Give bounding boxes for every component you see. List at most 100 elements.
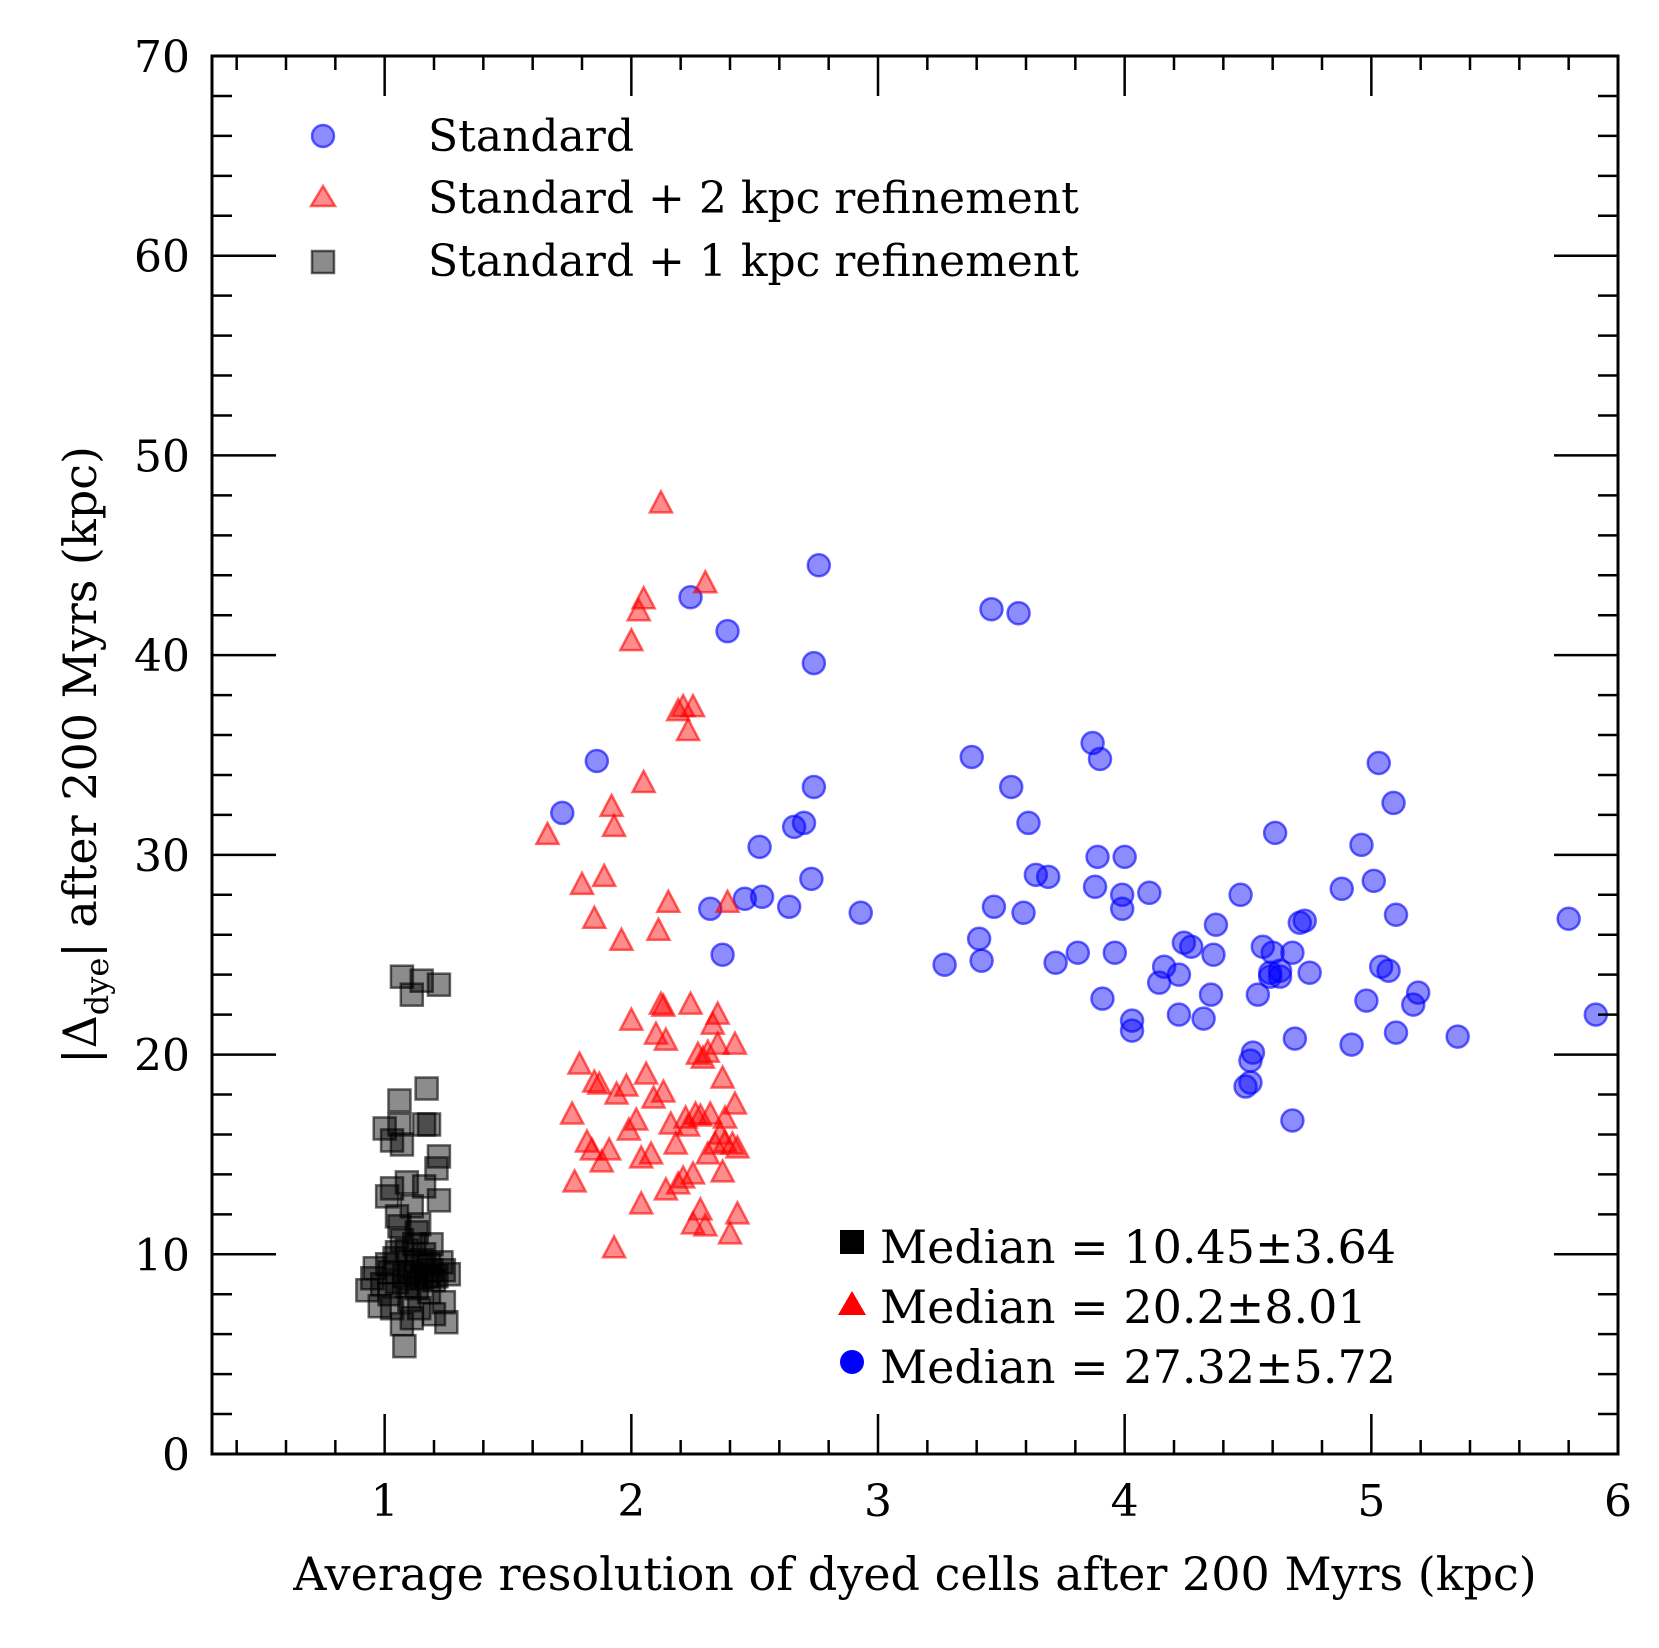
- data-point-2kpc: [598, 792, 625, 818]
- y-tick-labels: 0 10 20 30 40 50 60 70: [134, 32, 190, 1481]
- data-point-2kpc: [618, 1005, 645, 1031]
- data-point-2kpc: [588, 1147, 615, 1173]
- data-point-2kpc: [638, 1139, 665, 1165]
- data-point-standard: [776, 894, 802, 920]
- x-tick-label: 2: [617, 1476, 645, 1527]
- data-point-standard: [932, 952, 957, 977]
- data-point-2kpc: [613, 1071, 640, 1097]
- data-point-standard: [698, 896, 723, 922]
- data-point-standard: [1198, 982, 1224, 1007]
- data-point-standard: [1401, 992, 1426, 1017]
- data-point-2kpc: [645, 916, 672, 941]
- data-point-2kpc: [652, 1025, 679, 1051]
- data-point-standard: [1405, 980, 1431, 1005]
- data-point-standard: [1366, 750, 1391, 776]
- data-point-1kpc: [406, 1212, 432, 1237]
- data-point-standard: [710, 942, 735, 967]
- data-point-2kpc: [692, 568, 719, 594]
- data-point-standard: [1240, 1040, 1266, 1065]
- data-point-2kpc: [687, 1195, 714, 1221]
- data-point-1kpc: [424, 1264, 449, 1289]
- data-point-standard: [550, 800, 575, 826]
- y-tick-label: 70: [134, 32, 190, 83]
- data-point-standard: [1376, 958, 1401, 983]
- data-point-1kpc: [389, 1132, 415, 1157]
- y-tick-label: 50: [134, 431, 190, 482]
- data-point-standard: [1016, 810, 1041, 836]
- plot-frame: [210, 54, 1620, 1456]
- data-point-2kpc: [633, 1059, 660, 1085]
- data-point-2kpc: [716, 1219, 744, 1245]
- data-point-2kpc: [578, 1135, 605, 1161]
- data-point-standard: [979, 596, 1004, 622]
- data-point-standard: [1119, 1008, 1145, 1033]
- median-triangle-icon: [838, 1291, 866, 1315]
- data-point-2kpc: [586, 1069, 613, 1095]
- data-point-standard: [747, 834, 772, 860]
- legend-entry-1kpc: Standard + 1 kpc refinement: [310, 236, 1079, 287]
- data-point-2kpc: [679, 692, 707, 718]
- data-point-2kpc: [628, 1189, 655, 1215]
- y-tick-label: 20: [134, 1031, 190, 1082]
- data-point-1kpc: [384, 1240, 410, 1265]
- data-point-2kpc: [601, 1233, 628, 1259]
- y-tick-label: 10: [134, 1230, 190, 1281]
- data-point-standard: [1166, 1002, 1192, 1027]
- data-point-standard: [1043, 950, 1068, 975]
- data-point-2kpc: [709, 1157, 736, 1183]
- median-1kpc-text: Median = 10.45±3.64: [880, 1220, 1396, 1274]
- data-point-standard: [1280, 940, 1305, 965]
- data-marks: [355, 488, 1609, 1359]
- data-point-2kpc: [721, 1029, 748, 1055]
- data-point-standard: [1245, 982, 1271, 1007]
- x-tick-label: 5: [1357, 1476, 1385, 1527]
- data-point-2kpc: [687, 1101, 714, 1127]
- legend-circle-marker: [310, 123, 336, 149]
- data-point-2kpc: [719, 1129, 746, 1155]
- data-point-standard: [801, 650, 827, 676]
- y-tick-label: 30: [134, 831, 190, 882]
- data-point-standard: [1381, 790, 1406, 816]
- data-point-standard: [1082, 874, 1108, 900]
- data-point-standard: [998, 774, 1024, 800]
- data-point-standard: [1267, 958, 1293, 983]
- data-point-1kpc: [416, 1112, 442, 1137]
- data-point-standard: [715, 618, 740, 644]
- data-point-standard: [848, 900, 873, 926]
- data-point-1kpc: [426, 972, 452, 997]
- data-point-1kpc: [431, 1289, 457, 1315]
- data-point-2kpc: [697, 1099, 724, 1125]
- data-point-2kpc: [601, 812, 628, 838]
- median-2kpc-text: Median = 20.2±8.01: [880, 1280, 1367, 1334]
- data-point-2kpc: [724, 1133, 751, 1159]
- median-annotations: Median = 10.45±3.64 Median = 20.2±8.01 M…: [838, 1220, 1396, 1394]
- data-point-2kpc: [591, 862, 618, 888]
- data-point-standard: [1065, 940, 1091, 965]
- data-point-standard: [1090, 986, 1115, 1011]
- x-tick-labels: 1 2 3 4 5 6: [371, 1476, 1632, 1527]
- data-point-2kpc: [618, 626, 645, 652]
- data-point-standard: [1297, 960, 1322, 985]
- x-tick-label: 4: [1111, 1476, 1139, 1527]
- x-tick-label: 6: [1604, 1476, 1632, 1527]
- legend-label-1kpc: Standard + 1 kpc refinement: [428, 236, 1079, 287]
- data-point-standard: [1006, 600, 1031, 626]
- data-point-2kpc: [712, 1103, 739, 1129]
- legend: Standard Standard + 2 kpc refinement Sta…: [308, 111, 1079, 287]
- data-point-standard: [1137, 880, 1162, 906]
- data-point-2kpc: [568, 870, 596, 896]
- data-point-1kpc: [387, 1112, 412, 1137]
- data-point-2kpc: [670, 1163, 697, 1189]
- data-point-2kpc: [714, 888, 741, 914]
- data-point-2kpc: [684, 1039, 711, 1065]
- data-point-standard: [1292, 908, 1317, 934]
- median-square-icon: [840, 1230, 864, 1254]
- x-tick-label: 3: [864, 1476, 892, 1527]
- data-point-2kpc: [692, 1211, 719, 1237]
- data-point-standard: [1282, 1026, 1308, 1051]
- x-tick-label: 1: [371, 1476, 399, 1527]
- data-point-standard: [1556, 906, 1581, 932]
- data-point-standard: [1238, 1070, 1263, 1095]
- data-point-standard: [799, 866, 824, 892]
- legend-triangle-marker: [308, 183, 338, 208]
